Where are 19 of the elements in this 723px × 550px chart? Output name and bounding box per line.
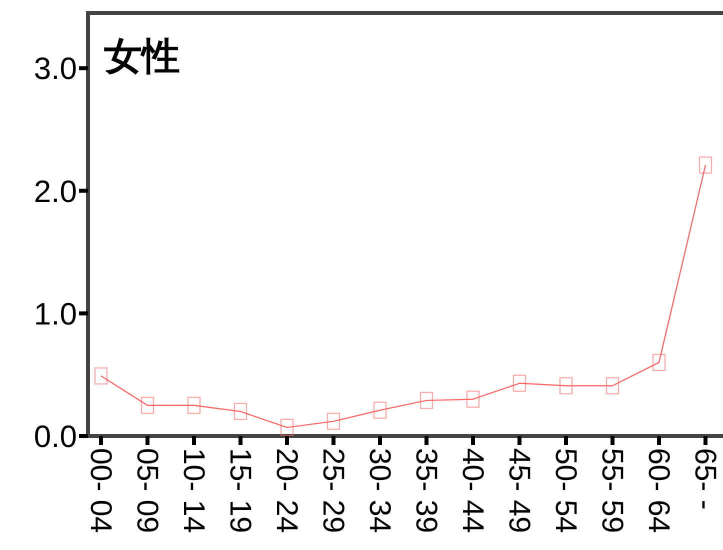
x-tick-label: 10- 14 xyxy=(177,448,210,534)
x-tick-label: 20- 24 xyxy=(270,448,303,534)
y-tick-label: 1.0 xyxy=(34,296,77,332)
y-tick-label: 0.0 xyxy=(34,419,77,454)
x-tick-label: 00- 04 xyxy=(84,448,117,534)
y-tick-label: 3.0 xyxy=(34,51,77,86)
x-tick-label: 05- 09 xyxy=(130,448,164,534)
x-tick-label: 50- 54 xyxy=(549,448,582,534)
y-tick-label: 2.0 xyxy=(34,174,77,209)
x-tick-label: 40- 44 xyxy=(456,448,489,534)
x-tick-label: 35- 39 xyxy=(410,448,442,534)
x-tick-label: 55- 59 xyxy=(596,448,628,534)
text: 女性 xyxy=(104,36,180,78)
x-tick-label: 45- 49 xyxy=(502,448,536,534)
x-tick-label: 60- 64 xyxy=(642,448,675,534)
x-tick-label: 25- 29 xyxy=(316,448,350,534)
x-tick-label: 15- 19 xyxy=(224,448,256,534)
x-tick-label: 65- - xyxy=(688,448,722,510)
x-tick-label: 30- 34 xyxy=(363,448,396,534)
